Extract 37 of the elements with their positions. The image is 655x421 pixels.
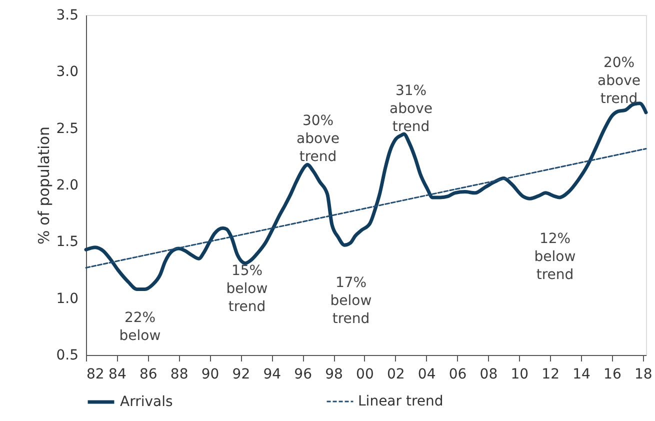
x-tick-label: 88 — [170, 366, 188, 382]
x-tick-label: 16 — [604, 366, 622, 382]
annotation: 15% below trend — [226, 263, 268, 315]
annotation: 22% below — [119, 310, 161, 344]
x-tick-label: 10 — [510, 366, 529, 382]
x-tick-label: 08 — [480, 366, 498, 382]
x-tick-label: 04 — [418, 366, 436, 382]
x-tick-label: 14 — [572, 366, 591, 382]
x-tick-label: 06 — [448, 366, 467, 382]
annotation: 12% below trend — [534, 231, 576, 283]
x-tick-label: 98 — [325, 366, 343, 382]
x-tick-label: 00 — [356, 366, 374, 382]
y-tick-label: 3.5 — [56, 8, 78, 24]
y-tick-label: 1.0 — [56, 290, 78, 307]
y-axis-title: % of population — [35, 126, 54, 245]
annotation: 30% above trend — [296, 113, 340, 165]
line-series — [84, 102, 648, 292]
annotation: 31% above trend — [390, 83, 432, 135]
x-tick-label: 18 — [634, 366, 652, 382]
legend-label: Linear trend — [358, 394, 444, 410]
x-tick-label: 12 — [542, 366, 560, 382]
y-tick-label: 1.5 — [56, 234, 78, 250]
legend-label: Arrivals — [120, 394, 173, 410]
x-tick-label: 94 — [263, 366, 282, 382]
y-tick-label: 2.0 — [56, 178, 78, 194]
y-tick-label: 0.5 — [56, 348, 78, 364]
annotation: 17% below trend — [330, 275, 372, 327]
x-tick-label: 90 — [201, 366, 220, 382]
y-tick-label: 3.0 — [56, 64, 78, 80]
x-tick-label: 84 — [108, 366, 126, 382]
x-tick-label: 82 — [86, 366, 104, 382]
x-tick-label: 02 — [386, 366, 405, 382]
annotation: 20% above trend — [598, 55, 640, 107]
x-tick-label: 92 — [232, 366, 250, 382]
x-tick-label: 86 — [139, 366, 158, 382]
y-tick-label: 2.5 — [56, 120, 78, 137]
x-tick-label: 96 — [294, 366, 312, 382]
